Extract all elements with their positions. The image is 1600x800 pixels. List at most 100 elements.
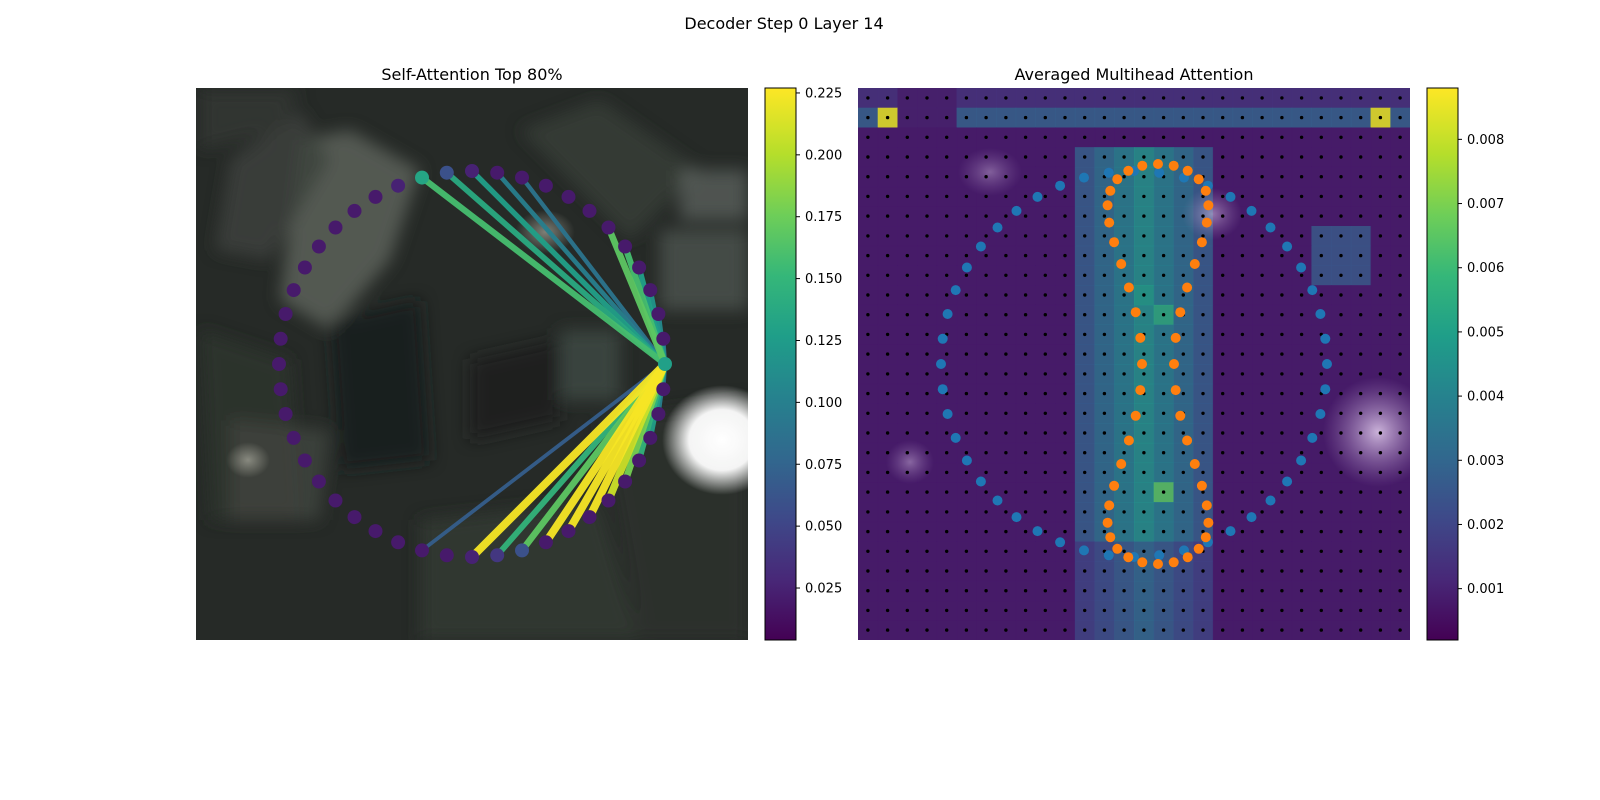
left-colorbar: 0.025 0.050 0.075 0.100 0.125 0.150 0.175 0.200… bbox=[764, 86, 842, 641]
undefined bbox=[1240, 293, 1245, 297]
undefined bbox=[1319, 510, 1324, 514]
undefined bbox=[1063, 431, 1067, 435]
undefined bbox=[1280, 431, 1284, 435]
undefined bbox=[1319, 214, 1324, 218]
undefined bbox=[1161, 293, 1166, 297]
undefined bbox=[964, 411, 969, 415]
undefined bbox=[885, 332, 890, 337]
undefined bbox=[1102, 510, 1107, 514]
undefined bbox=[1339, 214, 1343, 218]
undefined bbox=[1004, 470, 1008, 475]
undefined bbox=[866, 175, 870, 179]
undefined bbox=[1189, 459, 1200, 469]
undefined bbox=[1023, 332, 1028, 337]
undefined bbox=[1299, 194, 1304, 199]
undefined bbox=[1200, 185, 1211, 196]
undefined bbox=[885, 549, 890, 553]
undefined bbox=[1142, 273, 1146, 277]
undefined bbox=[866, 273, 870, 277]
undefined bbox=[1122, 628, 1126, 632]
undefined bbox=[1398, 135, 1402, 139]
undefined bbox=[520, 176, 667, 366]
undefined bbox=[1083, 115, 1087, 120]
undefined bbox=[964, 332, 969, 337]
undefined bbox=[1221, 470, 1225, 475]
undefined bbox=[1004, 431, 1008, 435]
undefined bbox=[1201, 234, 1205, 238]
undefined bbox=[945, 589, 949, 593]
undefined bbox=[1359, 549, 1363, 553]
undefined bbox=[964, 313, 969, 317]
undefined bbox=[905, 431, 909, 435]
undefined bbox=[905, 234, 909, 238]
undefined bbox=[885, 510, 890, 514]
undefined bbox=[1004, 135, 1008, 139]
undefined bbox=[1201, 608, 1205, 613]
figure-suptitle: Decoder Step 0 Layer 14 bbox=[684, 14, 883, 33]
undefined bbox=[1339, 115, 1343, 120]
undefined bbox=[1161, 155, 1166, 159]
undefined bbox=[1280, 529, 1284, 534]
undefined bbox=[1299, 313, 1304, 317]
undefined bbox=[1004, 155, 1008, 159]
undefined bbox=[945, 96, 949, 100]
undefined bbox=[1240, 96, 1245, 100]
undefined bbox=[1201, 500, 1212, 511]
undefined bbox=[1221, 589, 1225, 593]
undefined bbox=[1299, 155, 1304, 159]
undefined bbox=[964, 155, 969, 159]
undefined bbox=[1130, 410, 1141, 421]
undefined bbox=[1221, 214, 1225, 218]
undefined bbox=[1063, 411, 1067, 415]
undefined bbox=[866, 352, 870, 356]
undefined bbox=[1063, 549, 1067, 553]
colorbar-tick-label: 0.150 bbox=[805, 272, 842, 287]
undefined bbox=[1023, 313, 1028, 317]
undefined bbox=[1319, 115, 1324, 120]
undefined bbox=[1359, 451, 1363, 455]
undefined bbox=[1299, 293, 1304, 297]
undefined bbox=[984, 194, 988, 199]
undefined bbox=[1083, 451, 1087, 455]
undefined bbox=[945, 372, 949, 376]
undefined bbox=[1083, 234, 1087, 238]
undefined bbox=[1142, 293, 1146, 297]
undefined bbox=[1043, 372, 1048, 376]
undefined bbox=[1322, 359, 1332, 369]
undefined bbox=[1378, 372, 1383, 376]
undefined bbox=[885, 352, 890, 356]
undefined bbox=[1142, 96, 1146, 100]
colorbar-tick-label: 0.025 bbox=[805, 582, 842, 597]
undefined bbox=[1260, 529, 1264, 534]
undefined bbox=[1339, 332, 1343, 337]
colorbar-tick-label: 0.075 bbox=[805, 458, 842, 473]
undefined bbox=[656, 382, 671, 397]
undefined bbox=[1260, 490, 1264, 494]
undefined bbox=[925, 411, 929, 415]
undefined bbox=[1181, 332, 1186, 337]
undefined bbox=[1142, 431, 1146, 435]
undefined bbox=[561, 524, 576, 539]
undefined bbox=[1181, 431, 1186, 435]
undefined bbox=[1063, 569, 1067, 573]
undefined bbox=[391, 178, 406, 193]
undefined bbox=[984, 529, 988, 534]
undefined bbox=[984, 431, 988, 435]
undefined bbox=[925, 451, 929, 455]
undefined bbox=[905, 628, 909, 632]
undefined bbox=[1280, 372, 1284, 376]
undefined bbox=[866, 470, 870, 475]
undefined bbox=[1102, 490, 1107, 494]
undefined bbox=[1122, 313, 1126, 317]
undefined bbox=[1063, 115, 1067, 120]
undefined bbox=[1142, 253, 1146, 258]
undefined bbox=[1169, 359, 1179, 369]
undefined bbox=[1359, 608, 1363, 613]
undefined bbox=[1135, 385, 1146, 396]
undefined bbox=[945, 253, 949, 258]
attention-edges bbox=[420, 169, 669, 560]
undefined bbox=[1063, 391, 1067, 396]
undefined bbox=[1280, 569, 1284, 573]
undefined bbox=[984, 135, 988, 139]
undefined bbox=[1083, 352, 1087, 356]
